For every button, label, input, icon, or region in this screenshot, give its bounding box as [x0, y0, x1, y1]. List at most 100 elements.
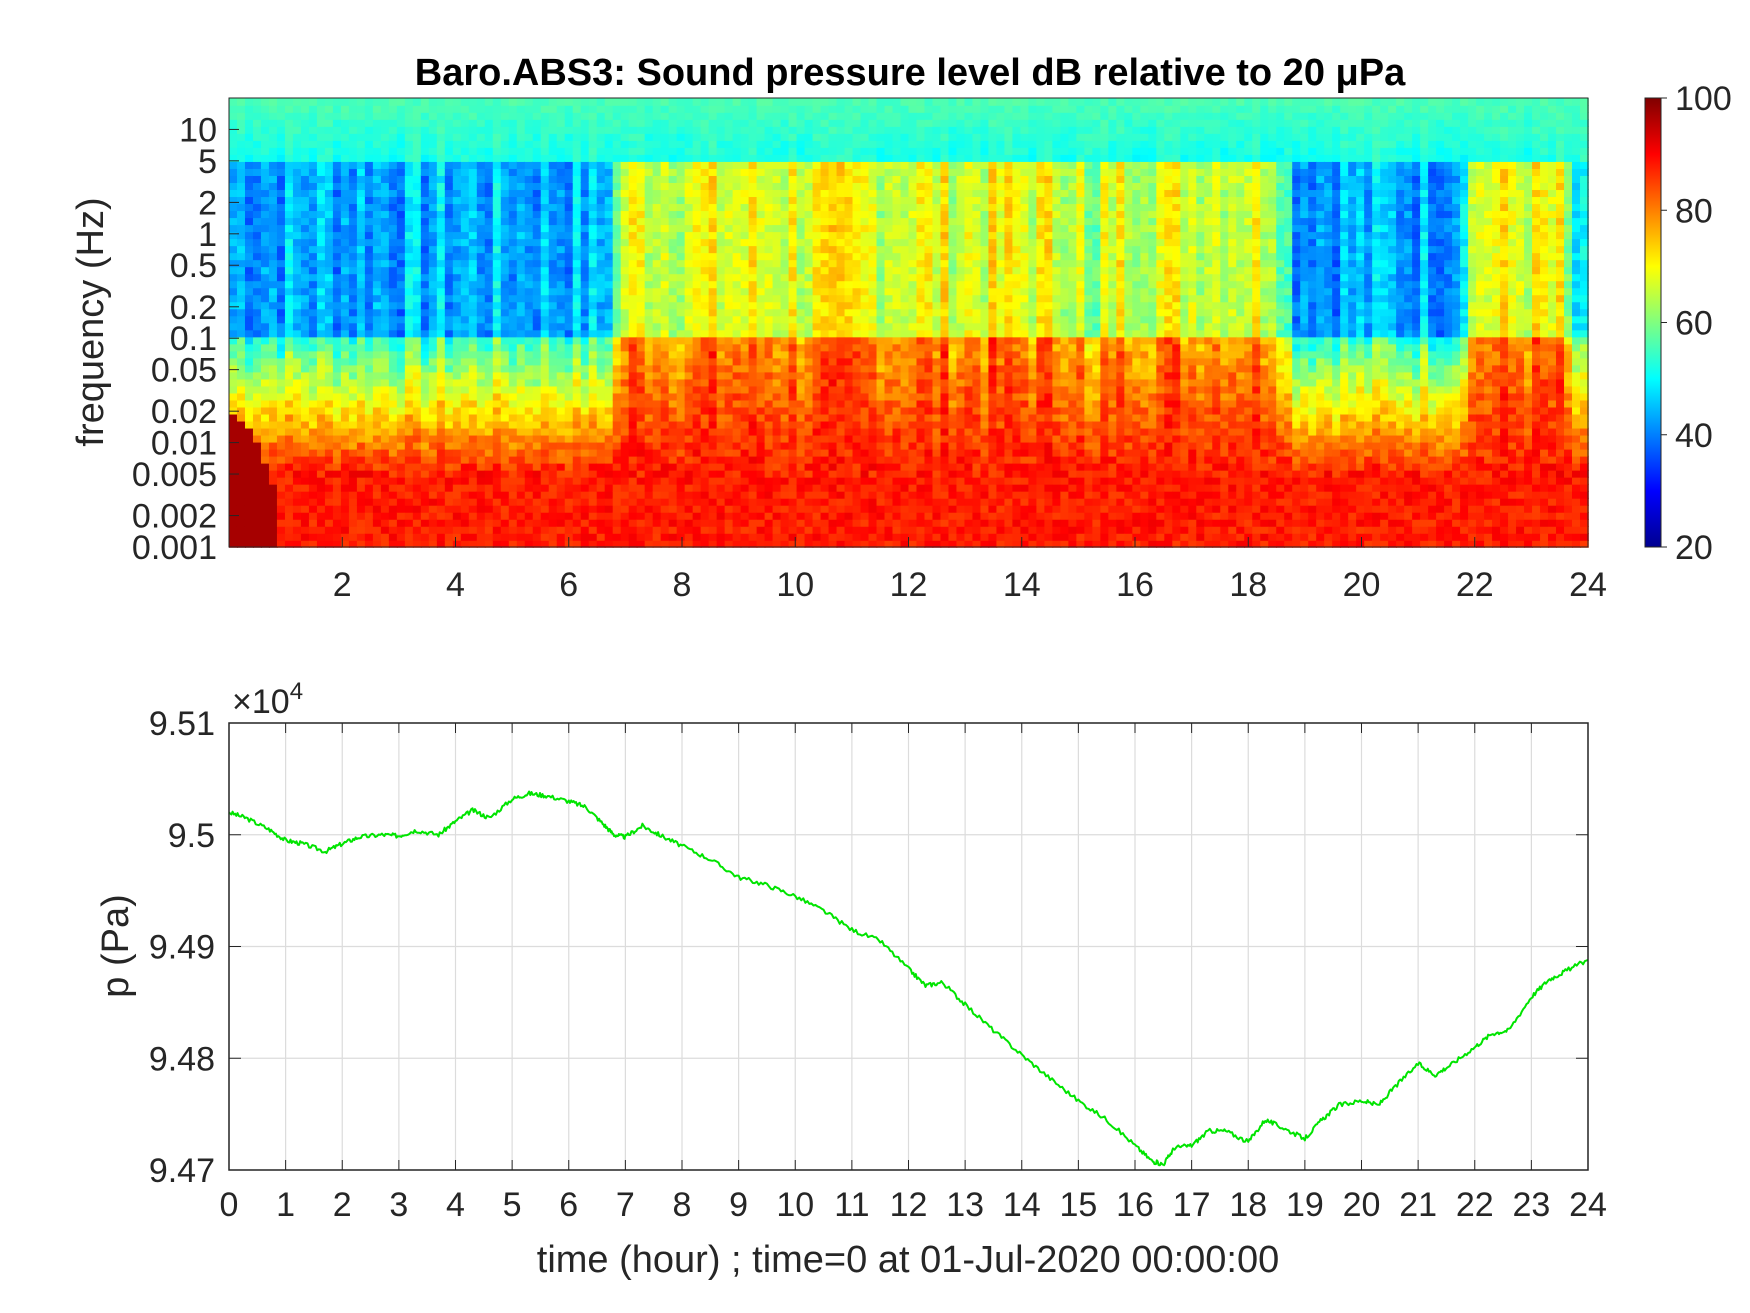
heatmap-cell [836, 483, 846, 492]
heatmap-cell [644, 133, 654, 141]
heatmap-cell [436, 385, 446, 394]
heatmap-cell [292, 385, 302, 394]
heatmap-cell [356, 532, 366, 541]
heatmap-cell [548, 266, 558, 275]
heatmap-cell [516, 126, 526, 134]
heatmap-cell [532, 343, 542, 352]
heatmap-cell [588, 273, 598, 282]
heatmap-cell [452, 525, 462, 534]
heatmap-cell [796, 406, 806, 415]
heatmap-cell [300, 399, 310, 408]
heatmap-cell [460, 308, 470, 317]
heatmap-cell [356, 140, 366, 148]
heatmap-cell [644, 280, 654, 289]
heatmap-cell [612, 217, 622, 226]
heatmap-cell [436, 175, 446, 183]
heatmap-cell [276, 350, 286, 359]
heatmap-cell [636, 378, 646, 387]
heatmap-cell [316, 210, 326, 219]
heatmap-cell [604, 441, 614, 450]
heatmap-cell [412, 287, 422, 296]
heatmap-cell [804, 420, 814, 429]
heatmap-cell [660, 280, 670, 289]
heatmap-cell [644, 350, 654, 359]
heatmap-cell [676, 252, 686, 261]
heatmap-cell [812, 217, 822, 226]
heatmap-cell [364, 175, 374, 183]
heatmap-cell [236, 182, 246, 191]
heatmap-cell [828, 406, 838, 415]
heatmap-cell [380, 455, 390, 464]
heatmap-cell [660, 392, 670, 401]
heatmap-cell [620, 105, 630, 113]
heatmap-cell [668, 224, 678, 233]
heatmap-cell [452, 189, 462, 198]
heatmap-cell [308, 126, 318, 134]
heatmap-cell [588, 497, 598, 506]
heatmap-cell [740, 112, 750, 120]
heatmap-cell [580, 133, 590, 141]
heatmap-cell [804, 329, 814, 338]
heatmap-cell [244, 175, 254, 183]
heatmap-cell [324, 441, 334, 450]
heatmap-cell [364, 252, 374, 261]
heatmap-cell [308, 427, 318, 436]
heatmap-cell [372, 385, 382, 394]
heatmap-cell [396, 315, 406, 324]
heatmap-cell [772, 392, 782, 401]
heatmap-cell [708, 378, 718, 387]
heatmap-cell [620, 294, 630, 303]
heatmap-cell [740, 469, 750, 478]
heatmap-cell [700, 301, 710, 310]
heatmap-cell [420, 469, 430, 478]
heatmap-cell [740, 322, 750, 331]
heatmap-cell [604, 518, 614, 527]
heatmap-cell [588, 259, 598, 268]
heatmap-cell [716, 441, 726, 450]
heatmap-cell [444, 511, 454, 520]
heatmap-cell [844, 210, 854, 219]
heatmap-cell [404, 399, 414, 408]
heatmap-cell [532, 259, 542, 268]
heatmap-cell [612, 441, 622, 450]
heatmap-cell [780, 308, 790, 317]
heatmap-cell [444, 497, 454, 506]
heatmap-cell [780, 259, 790, 268]
heatmap-cell [820, 273, 830, 282]
heatmap-cell [380, 504, 390, 513]
heatmap-cell [820, 112, 830, 120]
heatmap-cell [836, 231, 846, 240]
heatmap-cell [356, 434, 366, 443]
heatmap-cell [652, 315, 662, 324]
heatmap-cell [500, 252, 510, 261]
heatmap-cell [532, 315, 542, 324]
heatmap-cell [284, 343, 294, 352]
heatmap-cell [564, 217, 574, 226]
heatmap-cell [596, 525, 606, 534]
heatmap-cell [252, 427, 262, 436]
heatmap-cell [796, 539, 806, 548]
heatmap-cell [492, 161, 502, 169]
heatmap-cell [668, 273, 678, 282]
heatmap-cell [460, 105, 470, 113]
heatmap-cell [660, 364, 670, 373]
heatmap-cell [532, 238, 542, 247]
heatmap-cell [620, 364, 630, 373]
heatmap-cell [500, 399, 510, 408]
heatmap-cell [804, 287, 814, 296]
heatmap-cell [229, 476, 238, 485]
heatmap-cell [628, 140, 638, 148]
heatmap-cell [348, 539, 358, 548]
heatmap-cell [372, 189, 382, 198]
heatmap-cell [324, 217, 334, 226]
heatmap-cell [229, 329, 238, 338]
heatmap-cell [484, 532, 494, 541]
heatmap-cell [724, 462, 734, 471]
heatmap-cell [764, 336, 774, 345]
heatmap-cell [300, 224, 310, 233]
heatmap-cell [260, 189, 270, 198]
heatmap-cell [548, 385, 558, 394]
heatmap-cell [308, 364, 318, 373]
heatmap-cell [404, 406, 414, 415]
heatmap-cell [564, 133, 574, 141]
